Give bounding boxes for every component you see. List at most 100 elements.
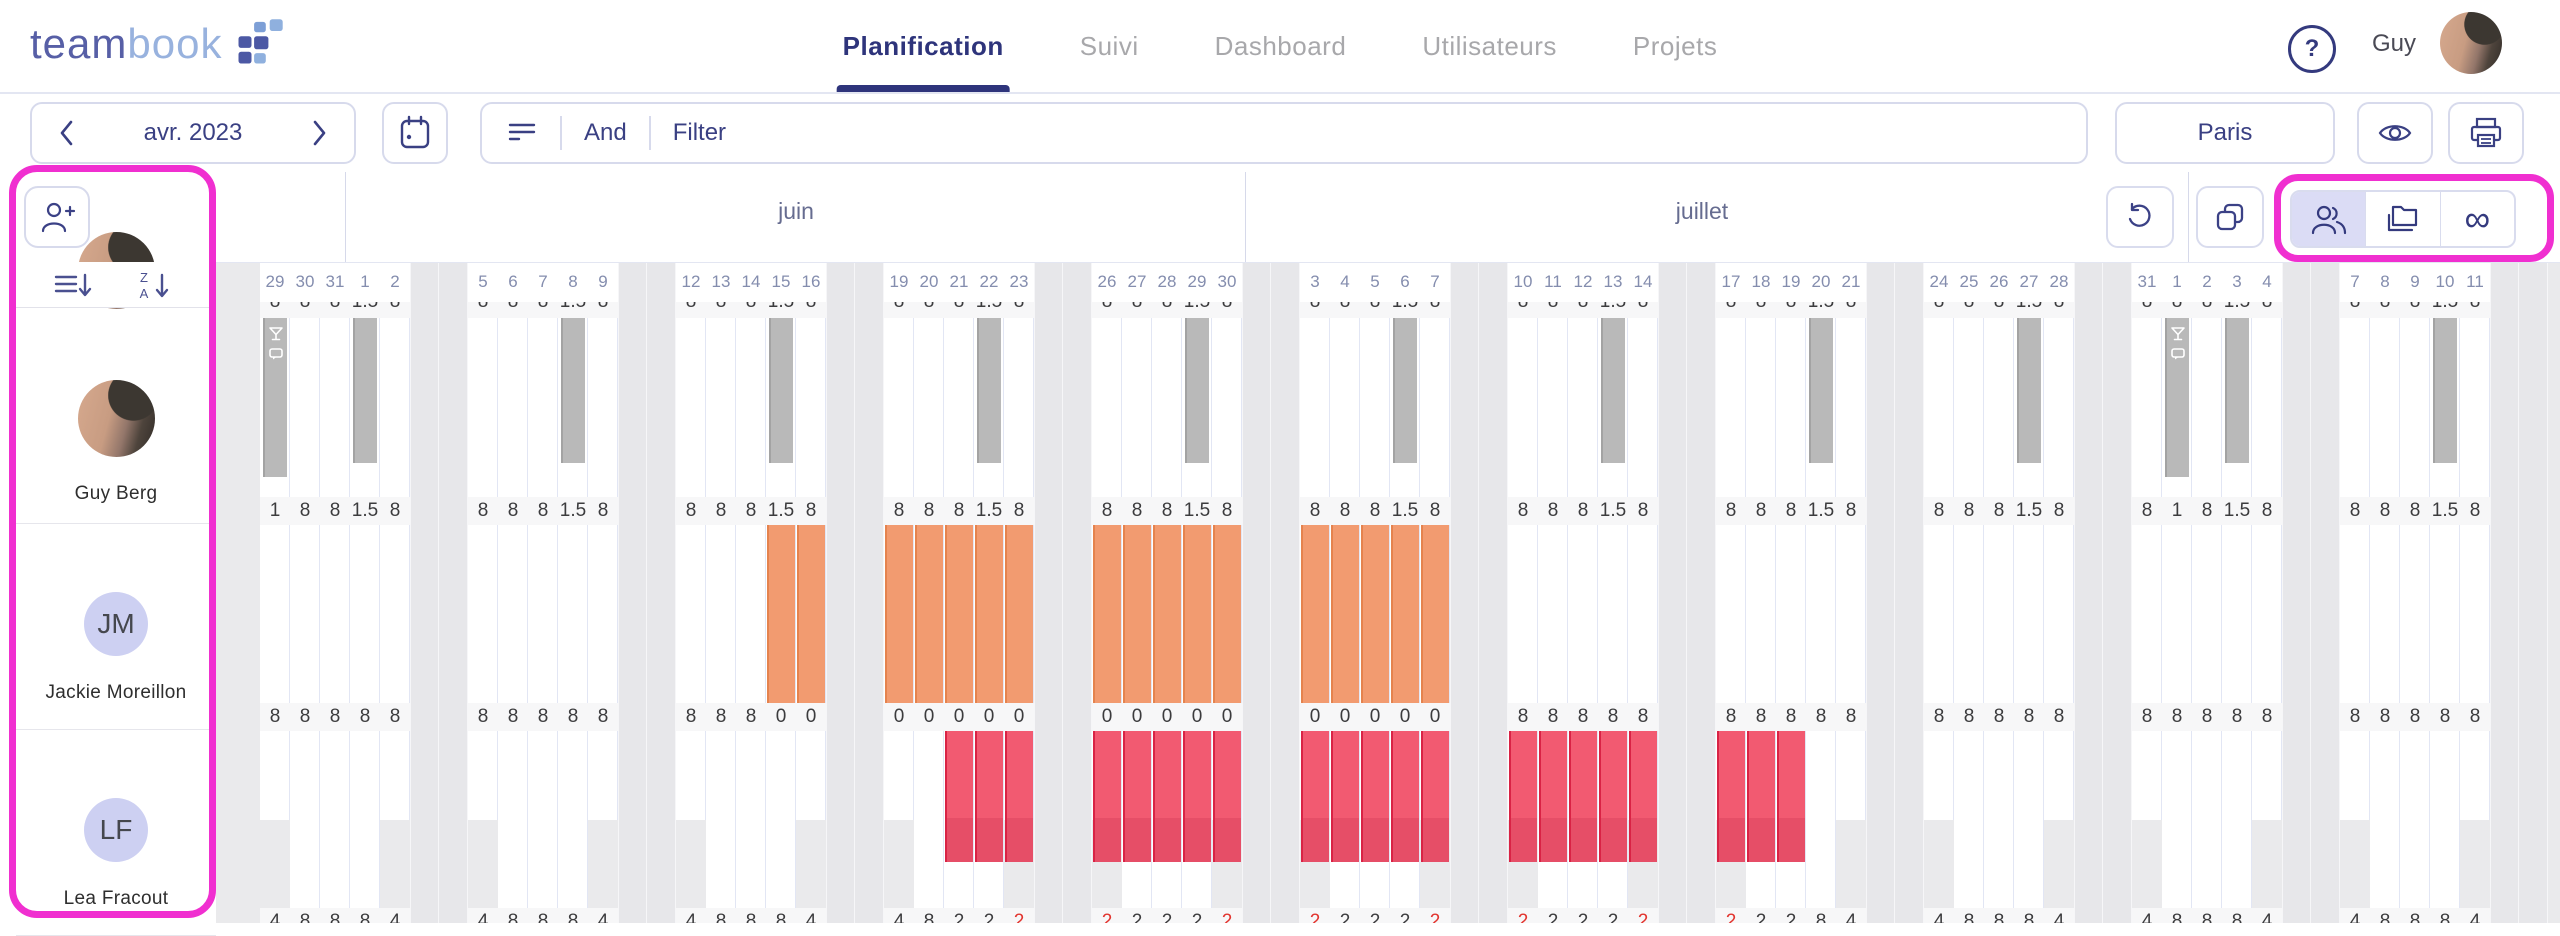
capacity-day-cell[interactable] xyxy=(1776,318,1806,497)
capacity-day-cell[interactable] xyxy=(2014,525,2044,703)
capacity-day-cell[interactable] xyxy=(2252,318,2282,497)
capacity-day-cell[interactable] xyxy=(1508,525,1538,703)
user-row-guy-berg[interactable]: Guy Berg xyxy=(16,318,216,524)
capacity-day-cell[interactable] xyxy=(1924,318,1954,497)
capacity-day-cell[interactable] xyxy=(2340,525,2370,703)
capacity-day-cell[interactable] xyxy=(320,731,350,908)
capacity-day-cell[interactable] xyxy=(468,731,498,820)
booking-bar-orange[interactable] xyxy=(1123,525,1151,703)
capacity-day-cell[interactable] xyxy=(2460,318,2490,497)
capacity-day-cell[interactable] xyxy=(468,525,498,703)
help-button[interactable]: ? xyxy=(2288,25,2336,73)
capacity-day-cell[interactable] xyxy=(1806,731,1836,908)
capacity-day-cell[interactable] xyxy=(2370,525,2400,703)
capacity-day-cell[interactable] xyxy=(1628,318,1658,497)
capacity-day-cell[interactable] xyxy=(1954,318,1984,497)
capacity-day-cell[interactable] xyxy=(1984,731,2014,908)
capacity-day-cell[interactable] xyxy=(2340,318,2370,497)
booking-bar-red[interactable] xyxy=(1599,731,1627,862)
capacity-day-cell[interactable] xyxy=(2192,318,2222,497)
capacity-day-cell[interactable] xyxy=(736,525,766,703)
undo-button[interactable] xyxy=(2106,186,2174,248)
booking-bar-gray[interactable] xyxy=(263,318,287,477)
visibility-button[interactable] xyxy=(2357,102,2433,164)
capacity-day-cell[interactable] xyxy=(2400,318,2430,497)
booking-bar-orange[interactable] xyxy=(797,525,825,703)
capacity-day-cell[interactable] xyxy=(2044,525,2074,703)
capacity-day-cell[interactable] xyxy=(528,318,558,497)
filter-bar[interactable]: And Filter xyxy=(480,102,2088,164)
booking-bar-gray[interactable] xyxy=(2225,318,2249,463)
capacity-day-cell[interactable] xyxy=(1836,525,1866,703)
capacity-day-cell[interactable] xyxy=(796,731,826,820)
booking-bar-orange[interactable] xyxy=(1361,525,1389,703)
capacity-day-cell[interactable] xyxy=(2192,525,2222,703)
capacity-day-cell[interactable] xyxy=(706,318,736,497)
capacity-day-cell[interactable] xyxy=(2222,731,2252,908)
capacity-day-cell[interactable] xyxy=(2370,731,2400,908)
capacity-day-cell[interactable] xyxy=(1776,525,1806,703)
capacity-day-cell[interactable] xyxy=(1924,731,1954,820)
booking-bar-red[interactable] xyxy=(1123,731,1151,862)
capacity-day-cell[interactable] xyxy=(1746,318,1776,497)
capacity-day-cell[interactable] xyxy=(558,525,588,703)
capacity-day-cell[interactable] xyxy=(528,525,558,703)
capacity-day-cell[interactable] xyxy=(2014,731,2044,908)
capacity-day-cell[interactable] xyxy=(914,318,944,497)
user-row-jackie-moreillon[interactable]: JM Jackie Moreillon xyxy=(16,524,216,730)
booking-bar-red[interactable] xyxy=(1183,731,1211,862)
capacity-day-cell[interactable] xyxy=(2340,731,2370,820)
booking-bar-orange[interactable] xyxy=(1331,525,1359,703)
capacity-day-cell[interactable] xyxy=(468,318,498,497)
capacity-day-cell[interactable] xyxy=(260,525,290,703)
booking-bar-orange[interactable] xyxy=(1391,525,1419,703)
booking-bar-red[interactable] xyxy=(975,731,1003,862)
booking-bar-gray[interactable] xyxy=(1185,318,1209,463)
calendar-picker-button[interactable] xyxy=(382,102,448,164)
teambook-logo[interactable]: teambook xyxy=(30,16,284,72)
capacity-day-cell[interactable] xyxy=(2460,731,2490,820)
booking-bar-orange[interactable] xyxy=(1153,525,1181,703)
view-toggle-unlimited[interactable]: ∞ xyxy=(2441,192,2514,246)
capacity-day-cell[interactable] xyxy=(498,731,528,908)
booking-bar-orange[interactable] xyxy=(767,525,795,703)
capacity-day-cell[interactable] xyxy=(884,731,914,820)
capacity-day-cell[interactable] xyxy=(290,318,320,497)
print-button[interactable] xyxy=(2448,102,2524,164)
nav-tab-dashboard[interactable]: Dashboard xyxy=(1214,30,1347,61)
capacity-day-cell[interactable] xyxy=(1746,525,1776,703)
capacity-day-cell[interactable] xyxy=(1152,318,1182,497)
booking-bar-gray[interactable] xyxy=(769,318,793,463)
nav-tab-projets[interactable]: Projets xyxy=(1632,30,1718,61)
capacity-day-cell[interactable] xyxy=(706,525,736,703)
capacity-day-cell[interactable] xyxy=(1538,525,1568,703)
capacity-day-cell[interactable] xyxy=(944,318,974,497)
capacity-day-cell[interactable] xyxy=(1716,525,1746,703)
nav-tab-planification[interactable]: Planification xyxy=(836,0,1010,92)
capacity-day-cell[interactable] xyxy=(1628,525,1658,703)
capacity-day-cell[interactable] xyxy=(2430,525,2460,703)
capacity-day-cell[interactable] xyxy=(2192,731,2222,908)
view-toggle-projects[interactable] xyxy=(2366,192,2441,246)
sort-by-list-button[interactable] xyxy=(54,270,94,300)
previous-period-button[interactable] xyxy=(32,118,102,148)
capacity-day-cell[interactable] xyxy=(736,731,766,908)
capacity-day-cell[interactable] xyxy=(380,731,410,820)
capacity-day-cell[interactable] xyxy=(350,525,380,703)
booking-bar-orange[interactable] xyxy=(915,525,943,703)
booking-bar-orange[interactable] xyxy=(945,525,973,703)
capacity-day-cell[interactable] xyxy=(1984,318,2014,497)
capacity-day-cell[interactable] xyxy=(1598,525,1628,703)
capacity-day-cell[interactable] xyxy=(1092,318,1122,497)
nav-tab-suivi[interactable]: Suivi xyxy=(1079,30,1139,61)
capacity-day-cell[interactable] xyxy=(320,525,350,703)
capacity-day-cell[interactable] xyxy=(2252,731,2282,820)
capacity-day-cell[interactable] xyxy=(2132,318,2162,497)
capacity-day-cell[interactable] xyxy=(1212,318,1242,497)
booking-bar-orange[interactable] xyxy=(1213,525,1241,703)
booking-bar-gray[interactable] xyxy=(2433,318,2457,463)
capacity-day-cell[interactable] xyxy=(1954,525,1984,703)
capacity-day-cell[interactable] xyxy=(1508,318,1538,497)
capacity-day-cell[interactable] xyxy=(1122,318,1152,497)
booking-bar-red[interactable] xyxy=(1093,731,1121,862)
